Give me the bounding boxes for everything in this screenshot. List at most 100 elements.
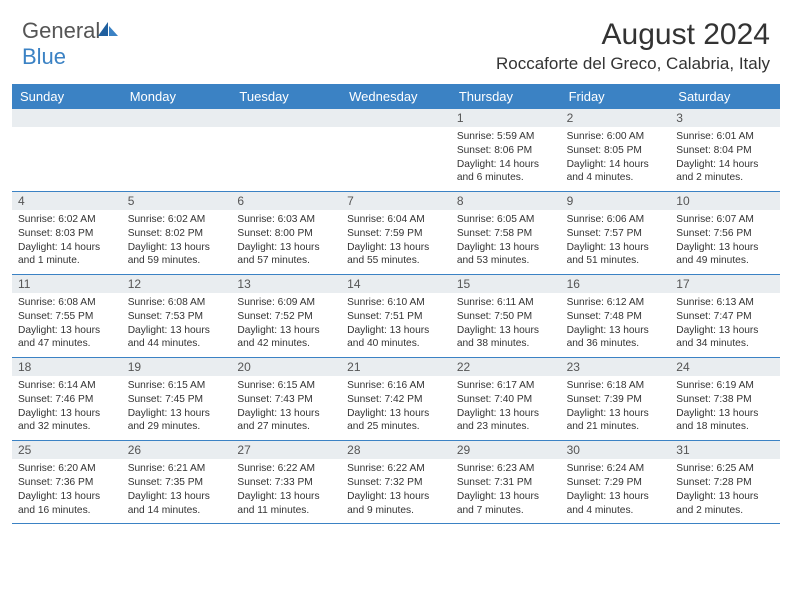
location-subtitle: Roccaforte del Greco, Calabria, Italy	[496, 54, 770, 74]
day-number: 14	[341, 275, 451, 293]
day-number: 19	[122, 358, 232, 376]
sunrise-text: Sunrise: 6:10 AM	[347, 296, 445, 310]
page-header: General Blue August 2024 Roccaforte del …	[0, 0, 792, 80]
sunset-text: Sunset: 7:45 PM	[128, 393, 226, 407]
day-cell	[341, 127, 451, 191]
sunrise-text: Sunrise: 6:02 AM	[128, 213, 226, 227]
daylight-text: Daylight: 14 hours and 4 minutes.	[567, 158, 665, 186]
sunrise-text: Sunrise: 6:02 AM	[18, 213, 116, 227]
sunrise-text: Sunrise: 6:03 AM	[237, 213, 335, 227]
daylight-text: Daylight: 13 hours and 57 minutes.	[237, 241, 335, 269]
daylight-text: Daylight: 13 hours and 23 minutes.	[457, 407, 555, 435]
day-number: 7	[341, 192, 451, 210]
sunset-text: Sunset: 7:38 PM	[676, 393, 774, 407]
sunrise-text: Sunrise: 6:23 AM	[457, 462, 555, 476]
week-row: 11121314151617Sunrise: 6:08 AMSunset: 7:…	[12, 275, 780, 358]
day-number	[12, 109, 122, 127]
sunrise-text: Sunrise: 6:01 AM	[676, 130, 774, 144]
weekday-label: Thursday	[451, 84, 561, 109]
weekday-label: Friday	[561, 84, 671, 109]
daylight-text: Daylight: 14 hours and 6 minutes.	[457, 158, 555, 186]
day-number	[231, 109, 341, 127]
day-cell: Sunrise: 6:03 AMSunset: 8:00 PMDaylight:…	[231, 210, 341, 274]
day-cell: Sunrise: 6:12 AMSunset: 7:48 PMDaylight:…	[561, 293, 671, 357]
week-body: Sunrise: 5:59 AMSunset: 8:06 PMDaylight:…	[12, 127, 780, 191]
weekday-label: Sunday	[12, 84, 122, 109]
sunset-text: Sunset: 7:57 PM	[567, 227, 665, 241]
sunset-text: Sunset: 7:56 PM	[676, 227, 774, 241]
daynum-row: 11121314151617	[12, 275, 780, 293]
sunrise-text: Sunrise: 6:24 AM	[567, 462, 665, 476]
sunrise-text: Sunrise: 6:19 AM	[676, 379, 774, 393]
daylight-text: Daylight: 13 hours and 42 minutes.	[237, 324, 335, 352]
week-body: Sunrise: 6:08 AMSunset: 7:55 PMDaylight:…	[12, 293, 780, 357]
sunset-text: Sunset: 7:53 PM	[128, 310, 226, 324]
day-number: 3	[670, 109, 780, 127]
sunrise-text: Sunrise: 6:08 AM	[18, 296, 116, 310]
daylight-text: Daylight: 13 hours and 40 minutes.	[347, 324, 445, 352]
sunset-text: Sunset: 7:48 PM	[567, 310, 665, 324]
daylight-text: Daylight: 13 hours and 18 minutes.	[676, 407, 774, 435]
sunset-text: Sunset: 7:39 PM	[567, 393, 665, 407]
daylight-text: Daylight: 13 hours and 53 minutes.	[457, 241, 555, 269]
brand-name-a: General	[22, 18, 100, 43]
day-number: 17	[670, 275, 780, 293]
day-number: 29	[451, 441, 561, 459]
daylight-text: Daylight: 13 hours and 51 minutes.	[567, 241, 665, 269]
week-body: Sunrise: 6:14 AMSunset: 7:46 PM Daylight:…	[12, 376, 780, 440]
sunrise-text: Sunrise: 6:06 AM	[567, 213, 665, 227]
weeks-container: 123Sunrise: 5:59 AMSunset: 8:06 PMDaylig…	[12, 109, 780, 524]
daylight-text: Daylight: 13 hours and 44 minutes.	[128, 324, 226, 352]
day-cell	[122, 127, 232, 191]
sunset-text: Sunset: 7:47 PM	[676, 310, 774, 324]
brand-name-b: Blue	[22, 44, 66, 69]
day-cell: Sunrise: 5:59 AMSunset: 8:06 PMDaylight:…	[451, 127, 561, 191]
sunset-text: Sunset: 7:35 PM	[128, 476, 226, 490]
sunrise-text: Sunrise: 5:59 AM	[457, 130, 555, 144]
day-cell: Sunrise: 6:15 AMSunset: 7:45 PMDaylight:…	[122, 376, 232, 440]
sunrise-text: Sunrise: 6:08 AM	[128, 296, 226, 310]
day-cell: Sunrise: 6:04 AMSunset: 7:59 PMDaylight:…	[341, 210, 451, 274]
brand-logo: General Blue	[22, 18, 120, 70]
sunset-text: Sunset: 8:02 PM	[128, 227, 226, 241]
day-cell: Sunrise: 6:05 AMSunset: 7:58 PMDaylight:…	[451, 210, 561, 274]
sunset-text: Sunset: 7:52 PM	[237, 310, 335, 324]
sunset-text: Sunset: 7:33 PM	[237, 476, 335, 490]
weekday-label: Wednesday	[341, 84, 451, 109]
sunset-text: Sunset: 7:59 PM	[347, 227, 445, 241]
day-cell: Sunrise: 6:14 AMSunset: 7:46 PMDaylight:…	[12, 376, 122, 440]
sunset-text: Sunset: 7:46 PM	[18, 393, 116, 407]
sunset-text: Sunset: 7:42 PM	[347, 393, 445, 407]
daylight-text: Daylight: 13 hours and 49 minutes.	[676, 241, 774, 269]
daylight-text: Daylight: 13 hours and 4 minutes.	[567, 490, 665, 518]
sunset-text: Sunset: 8:05 PM	[567, 144, 665, 158]
sunrise-text: Sunrise: 6:04 AM	[347, 213, 445, 227]
sunrise-text: Sunrise: 6:22 AM	[347, 462, 445, 476]
day-number: 27	[231, 441, 341, 459]
daynum-row: 18192021222324	[12, 358, 780, 376]
weekday-label: Saturday	[670, 84, 780, 109]
day-number: 30	[561, 441, 671, 459]
day-number: 18	[12, 358, 122, 376]
sunset-text: Sunset: 7:36 PM	[18, 476, 116, 490]
day-cell	[231, 127, 341, 191]
sunrise-text: Sunrise: 6:16 AM	[347, 379, 445, 393]
day-cell: Sunrise: 6:13 AMSunset: 7:47 PMDaylight:…	[670, 293, 780, 357]
day-cell: Sunrise: 6:21 AMSunset: 7:35 PMDaylight:…	[122, 459, 232, 523]
week-row: 45678910Sunrise: 6:02 AMSunset: 8:03 PMD…	[12, 192, 780, 275]
daynum-row: 45678910	[12, 192, 780, 210]
sunset-text: Sunset: 7:40 PM	[457, 393, 555, 407]
daylight-text: Daylight: 14 hours and 2 minutes.	[676, 158, 774, 186]
day-cell: Sunrise: 6:19 AMSunset: 7:38 PMDaylight:…	[670, 376, 780, 440]
day-cell: Sunrise: 6:16 AMSunset: 7:42 PMDaylight:…	[341, 376, 451, 440]
sail-icon	[98, 18, 120, 44]
day-number: 15	[451, 275, 561, 293]
week-body: Sunrise: 6:02 AMSunset: 8:03 PMDaylight:…	[12, 210, 780, 274]
sunset-text: Sunset: 7:55 PM	[18, 310, 116, 324]
daylight-text: Daylight: 13 hours and 47 minutes.	[18, 324, 116, 352]
sunset-text: Sunset: 8:00 PM	[237, 227, 335, 241]
daynum-row: 123	[12, 109, 780, 127]
daylight-text: Daylight: 13 hours and 34 minutes.	[676, 324, 774, 352]
sunrise-text: Sunrise: 6:14 AM	[18, 379, 116, 393]
day-number	[341, 109, 451, 127]
